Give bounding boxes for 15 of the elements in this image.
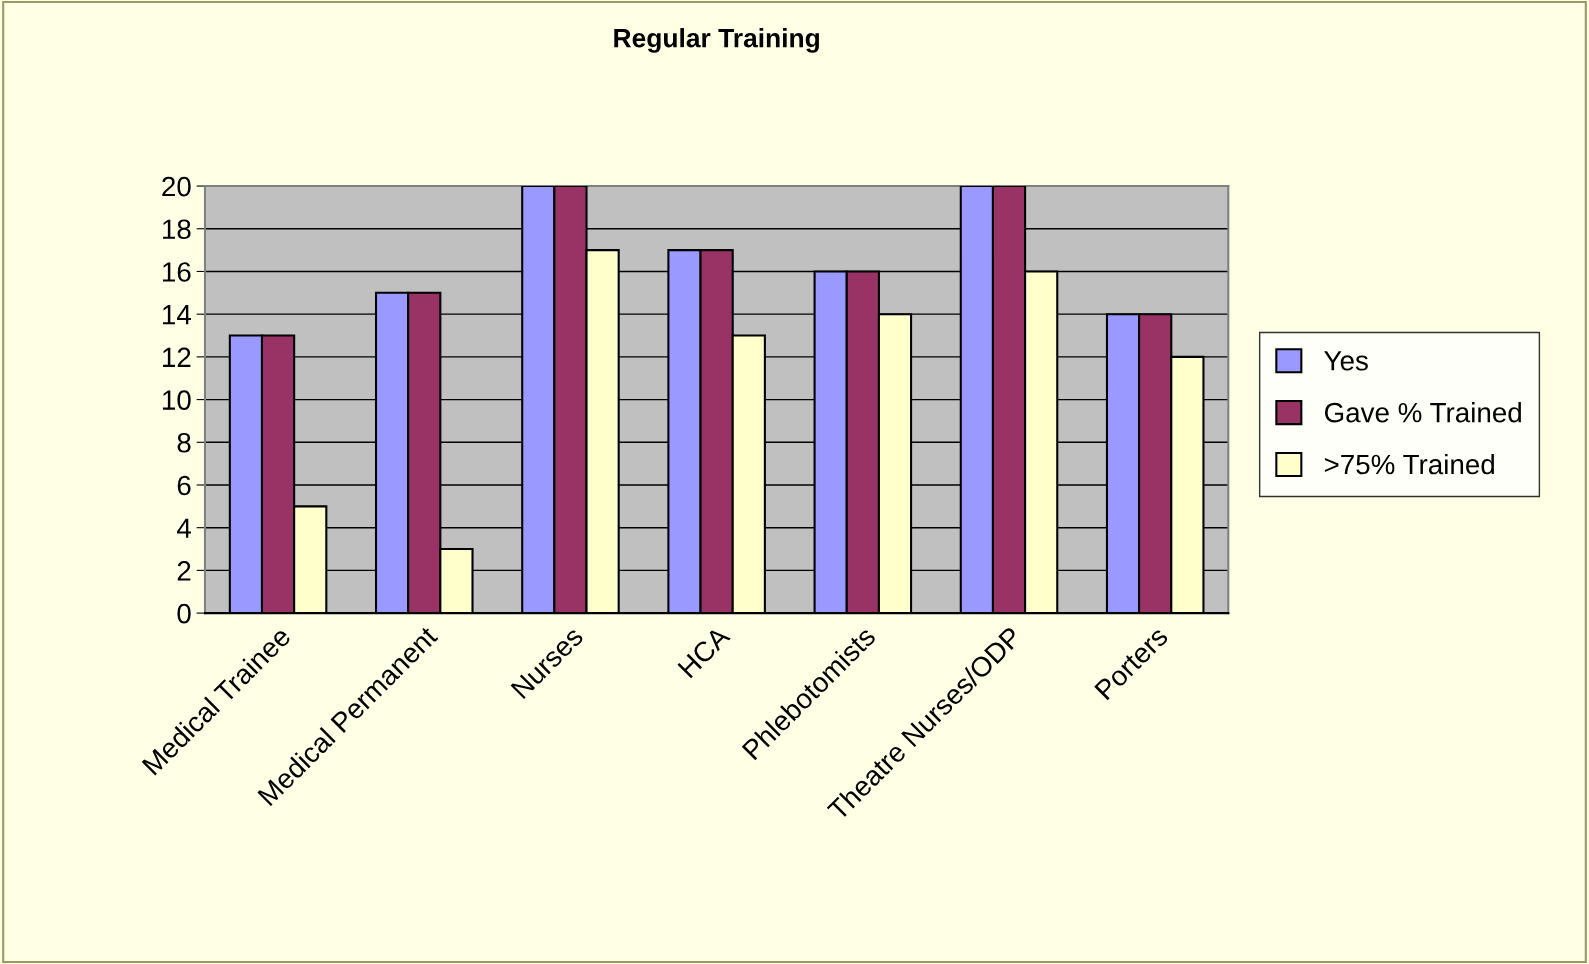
legend-label: Yes <box>1324 351 1368 371</box>
y-tick-label: 16 <box>163 262 191 282</box>
chart-title: Regular Training <box>614 28 819 53</box>
legend-label: Gave % Trained <box>1324 402 1521 423</box>
y-tick-label: 2 <box>177 561 191 581</box>
y-tick-label: 10 <box>163 390 191 410</box>
y-tick-label: 14 <box>163 305 191 325</box>
legend-label: >75% Trained <box>1324 453 1494 475</box>
y-tick-label: 20 <box>162 176 191 197</box>
y-tick-label: 0 <box>177 603 191 624</box>
y-tick-label: 4 <box>176 518 191 538</box>
y-tick-label: 18 <box>163 219 191 240</box>
y-tick-label: 12 <box>163 347 191 367</box>
y-tick-label: 8 <box>177 432 191 453</box>
y-tick-label: 6 <box>177 475 191 496</box>
